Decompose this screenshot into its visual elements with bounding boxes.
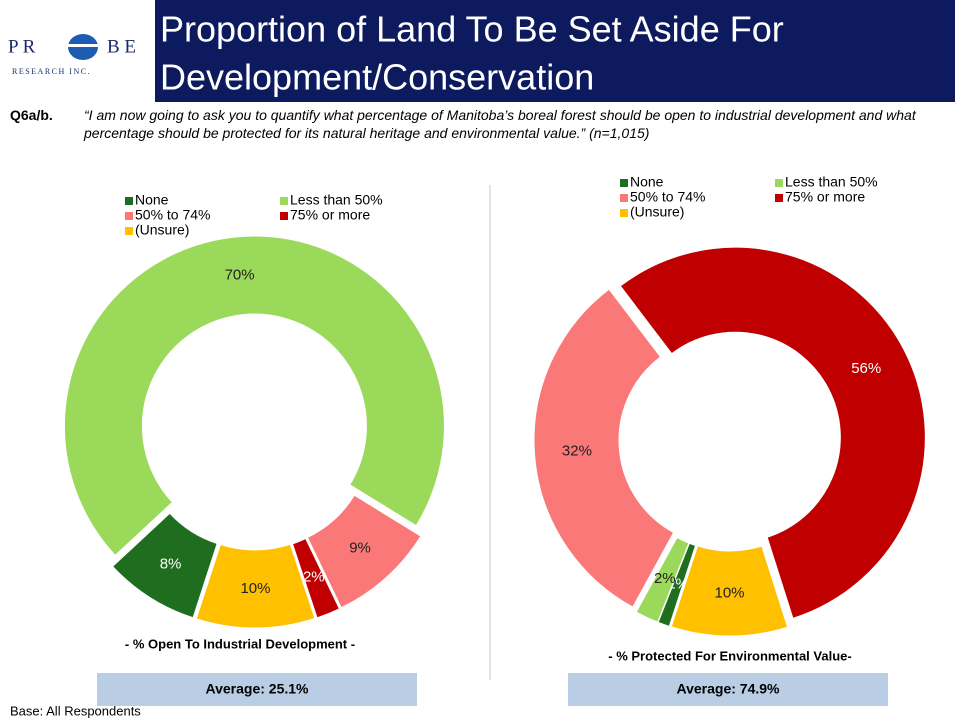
donut-segment	[635, 536, 690, 623]
legend-label: 50% to 74%	[135, 207, 211, 223]
data-label: 10%	[715, 584, 745, 601]
chart-subtitle: - % Open To Industrial Development -	[125, 636, 355, 651]
donut-segment	[63, 235, 445, 557]
legend-label: (Unsure)	[135, 222, 189, 238]
legend-swatch	[280, 197, 288, 205]
logo-subtext: RESEARCH INC.	[12, 67, 91, 76]
average-label: Average: 25.1%	[206, 681, 310, 697]
question-label: Q6a/b.	[10, 107, 53, 123]
legend-swatch	[280, 212, 288, 220]
legend-label: (Unsure)	[630, 204, 684, 220]
data-label: 10%	[240, 580, 270, 597]
question: Q6a/b. “I am now going to ask you to qua…	[10, 106, 950, 142]
average-box	[97, 673, 417, 706]
donut-segment	[195, 543, 316, 629]
legend-label: None	[630, 174, 664, 190]
slide-title: Development/Conservation	[160, 57, 594, 98]
donut-segment	[306, 494, 422, 609]
legend-swatch	[620, 179, 628, 187]
logo-text: P R	[8, 36, 36, 57]
average-label: Average: 74.9%	[677, 681, 781, 697]
legend-swatch	[620, 194, 628, 202]
legend-swatch	[125, 227, 133, 235]
donut-segment	[657, 542, 697, 627]
data-label: 8%	[160, 555, 182, 572]
legend-swatch	[620, 209, 628, 217]
data-label: 70%	[225, 267, 255, 284]
legend-label: None	[135, 192, 169, 208]
chart-subtitle: - % Protected For Environmental Value-	[608, 648, 851, 663]
title-bar	[155, 0, 955, 102]
slide-title: Proportion of Land To Be Set Aside For	[160, 9, 784, 50]
legend-label: Less than 50%	[290, 192, 383, 208]
legend-label: 75% or more	[290, 207, 370, 223]
donut-segment	[291, 537, 341, 619]
legend-label: 50% to 74%	[630, 189, 706, 205]
sample-size: (n=1,015)	[589, 125, 650, 141]
legend-swatch	[125, 197, 133, 205]
data-label: 32%	[562, 442, 592, 459]
legend-swatch	[125, 212, 133, 220]
average-box	[568, 673, 888, 706]
donut-segment	[670, 545, 789, 637]
legend-swatch	[775, 194, 783, 202]
logo-text: B E	[107, 36, 136, 57]
legend-label: 75% or more	[785, 189, 865, 205]
donut-segment	[533, 288, 675, 608]
donut-segment	[111, 512, 218, 619]
data-label: 2%	[303, 569, 325, 586]
data-label: 9%	[349, 540, 371, 557]
donut-segment	[619, 246, 926, 619]
logo-mark	[66, 44, 100, 47]
legend-label: Less than 50%	[785, 174, 878, 190]
data-label: 2%	[654, 570, 676, 587]
question-text: “I am now going to ask you to quantify w…	[84, 107, 916, 141]
legend-swatch	[775, 179, 783, 187]
data-label: 56%	[851, 360, 881, 377]
base-note: Base: All Respondents	[10, 703, 141, 718]
